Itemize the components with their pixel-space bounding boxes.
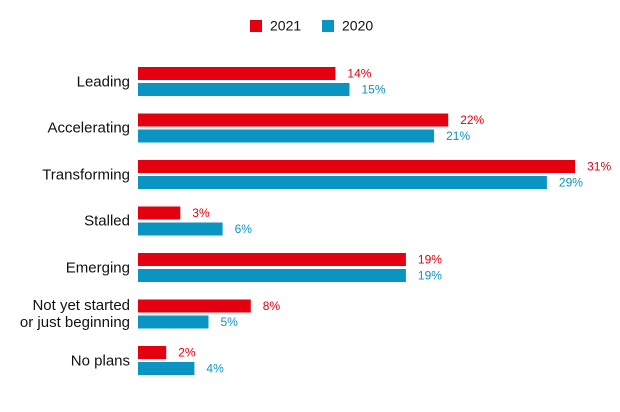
- category-label: Transforming: [42, 166, 130, 183]
- value-label: 19%: [418, 253, 442, 267]
- value-label: 5%: [221, 315, 239, 329]
- value-label: 14%: [347, 67, 371, 81]
- value-label: 29%: [559, 176, 583, 190]
- bar: [138, 222, 223, 236]
- value-label: 6%: [235, 222, 253, 236]
- category-label: Accelerating: [47, 119, 130, 137]
- value-label: 22%: [460, 113, 484, 127]
- legend-swatch: [322, 20, 334, 32]
- legend-label: 2021: [270, 18, 301, 34]
- legend-swatch: [250, 20, 262, 32]
- value-label: 3%: [192, 206, 210, 220]
- bar: [138, 346, 167, 359]
- value-label: 19%: [418, 269, 442, 283]
- bar: [138, 160, 576, 173]
- category-label: Leading: [76, 73, 130, 90]
- legend-label: 2020: [342, 18, 373, 34]
- value-label: 15%: [362, 83, 386, 97]
- bar: [138, 67, 336, 80]
- bar: [138, 253, 406, 266]
- value-label: 31%: [587, 160, 611, 174]
- bar: [138, 362, 195, 375]
- value-label: 2%: [178, 346, 196, 360]
- bar: [138, 269, 406, 282]
- bar: [138, 176, 547, 189]
- category-label: Not yet started or just beginning: [19, 297, 130, 331]
- value-label: 21%: [446, 129, 470, 143]
- category-label: Stalled: [84, 212, 130, 230]
- category-label: Emerging: [65, 259, 130, 276]
- bar: [138, 299, 251, 313]
- bar: [138, 206, 181, 220]
- value-label: 8%: [263, 299, 281, 313]
- bar: [138, 113, 449, 127]
- category-label: No plans: [70, 352, 130, 369]
- bar: [138, 129, 435, 143]
- bar: [138, 83, 350, 96]
- bar: [138, 315, 209, 329]
- value-label: 4%: [206, 362, 224, 376]
